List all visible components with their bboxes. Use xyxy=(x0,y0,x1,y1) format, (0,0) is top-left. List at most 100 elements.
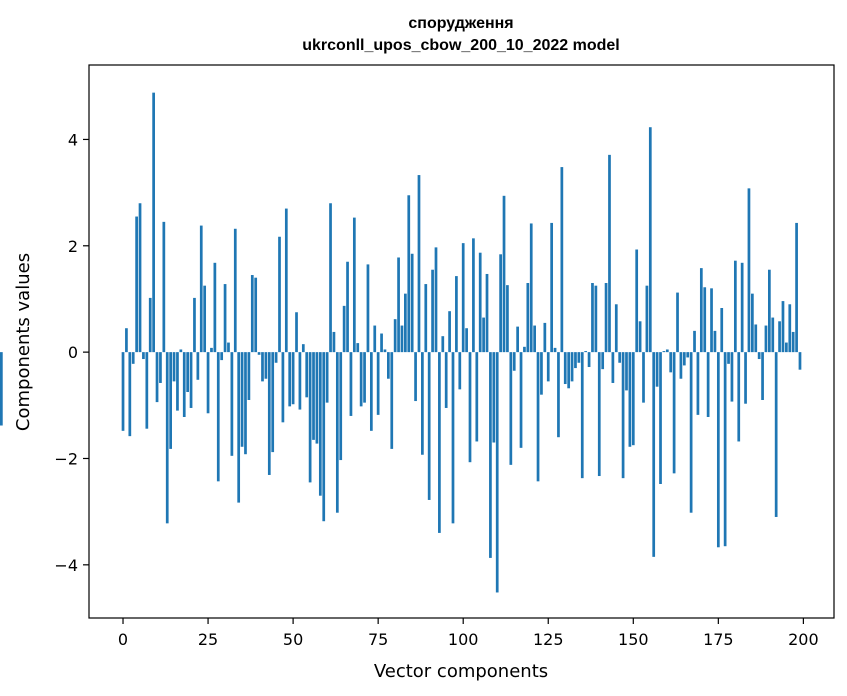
bar xyxy=(455,276,458,353)
bar xyxy=(465,328,468,353)
bar xyxy=(516,326,519,353)
bar xyxy=(614,304,618,353)
bar xyxy=(492,352,496,443)
bar xyxy=(764,325,768,353)
bar xyxy=(407,195,411,353)
bar xyxy=(546,352,550,382)
x-tick-label: 125 xyxy=(533,630,564,649)
bar xyxy=(591,283,594,353)
y-tick-label: 0 xyxy=(68,343,78,362)
y-axis: −4 −2 0 2 4 xyxy=(54,130,89,575)
bar xyxy=(376,352,380,415)
bar xyxy=(121,352,125,431)
bar xyxy=(621,352,625,479)
bar xyxy=(359,352,363,407)
bar xyxy=(312,352,315,440)
bar xyxy=(308,352,312,483)
bar xyxy=(182,352,186,417)
x-tick-label: 175 xyxy=(703,630,734,649)
bar xyxy=(659,352,662,484)
bar xyxy=(618,352,622,363)
bar xyxy=(536,352,540,482)
bar xyxy=(404,293,407,353)
bar xyxy=(635,249,639,353)
bar xyxy=(451,352,455,524)
bar xyxy=(145,352,149,429)
y-tick-label: 2 xyxy=(68,237,78,256)
bar xyxy=(526,283,530,353)
bar xyxy=(570,352,574,382)
bar xyxy=(125,328,128,353)
bar xyxy=(533,325,536,353)
bar xyxy=(165,352,169,524)
chart-title: спорудження xyxy=(408,15,513,32)
bar xyxy=(495,352,499,593)
bar xyxy=(747,188,751,353)
plot-frame xyxy=(88,64,835,619)
bar xyxy=(761,352,764,400)
bar xyxy=(318,352,322,496)
bar xyxy=(682,352,686,366)
bar xyxy=(254,277,258,353)
bar xyxy=(540,352,543,395)
bar xyxy=(706,352,710,417)
bar xyxy=(686,352,690,358)
bar xyxy=(380,333,383,353)
bar xyxy=(768,269,771,353)
bar xyxy=(152,92,155,353)
bar xyxy=(557,352,560,438)
bar xyxy=(329,203,332,353)
bar xyxy=(696,352,700,415)
bar xyxy=(638,321,642,353)
bar xyxy=(138,203,142,353)
bar xyxy=(529,223,533,353)
x-tick-label: 150 xyxy=(618,630,649,649)
bar xyxy=(278,236,281,353)
bar xyxy=(397,257,400,353)
bar xyxy=(220,352,224,361)
bar xyxy=(373,325,377,353)
bar xyxy=(216,352,220,482)
bar xyxy=(210,347,213,353)
bar xyxy=(271,352,275,453)
bar xyxy=(679,352,683,379)
x-axis-label: Vector components xyxy=(374,661,548,682)
bar xyxy=(563,352,567,385)
bar xyxy=(723,352,727,547)
bar xyxy=(325,352,329,403)
bar xyxy=(179,349,183,353)
bar xyxy=(390,352,394,449)
bar xyxy=(580,352,584,479)
bar xyxy=(203,285,207,353)
bar xyxy=(512,352,516,371)
bar xyxy=(631,352,635,446)
bar xyxy=(628,352,632,447)
bar xyxy=(478,252,482,353)
bar xyxy=(740,262,744,353)
bar xyxy=(431,269,434,353)
bar xyxy=(502,195,506,353)
x-tick-label: 0 xyxy=(118,630,128,649)
bar xyxy=(655,352,659,387)
bar xyxy=(342,305,346,353)
bar xyxy=(315,352,319,444)
bar xyxy=(672,352,676,474)
bar xyxy=(196,352,200,380)
bar xyxy=(213,262,217,353)
bar xyxy=(162,221,166,353)
bar xyxy=(0,352,3,426)
x-tick-label: 200 xyxy=(788,630,819,649)
bar xyxy=(577,352,581,363)
y-tick-label: −4 xyxy=(54,556,78,575)
bar xyxy=(142,352,145,360)
bar xyxy=(648,127,652,353)
bar xyxy=(448,311,451,353)
bar xyxy=(757,352,761,360)
bar xyxy=(298,352,302,410)
bar xyxy=(434,247,438,353)
bar xyxy=(550,222,554,353)
bar xyxy=(553,347,557,353)
bar xyxy=(169,352,172,449)
bar xyxy=(642,352,645,403)
